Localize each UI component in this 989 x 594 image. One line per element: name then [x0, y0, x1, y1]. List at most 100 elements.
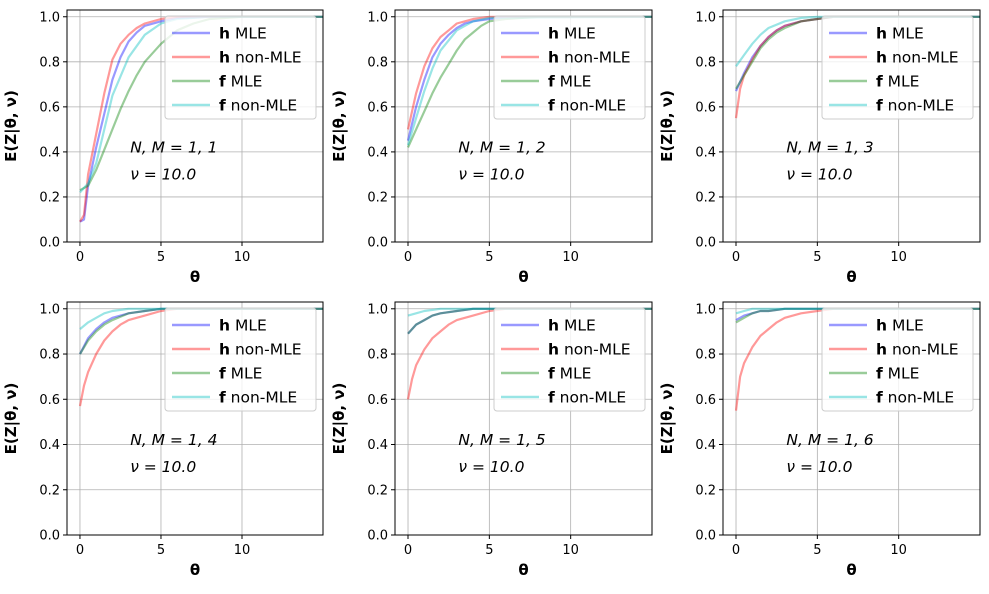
legend-label-h_nonmle: h non-MLE	[876, 49, 959, 67]
annotation-1: N, M = 1, 4	[130, 431, 217, 449]
annotation-2: ν = 10.0	[130, 458, 196, 476]
legend-label-f_mle: f MLE	[219, 365, 262, 383]
y-tick-label: 0.0	[39, 236, 60, 251]
legend-frame	[821, 307, 974, 412]
subplot-5: 0 5 10 0.0 0.2 0.4 0.6 0.8 1.0 θ E(Z|θ, ν) N, M = 1…	[330, 301, 653, 579]
x-tick-label: 5	[485, 543, 493, 558]
axes-frame	[394, 9, 653, 243]
y-tick-label: 0.4	[367, 438, 388, 453]
x-tick-label: 10	[890, 543, 907, 558]
legend-frame	[493, 15, 646, 120]
legend-label-f_mle: f MLE	[219, 73, 262, 91]
annotation-1: N, M = 1, 3	[786, 138, 873, 156]
x-tick-label: 5	[485, 250, 493, 265]
legend-label-h_mle: h MLE	[219, 25, 267, 43]
legend-label-f_nonmle: f non-MLE	[876, 97, 954, 115]
axes-frame	[66, 9, 324, 243]
y-tick-label: 0.2	[39, 190, 60, 205]
y-axis-label: E(Z|θ, ν)	[658, 383, 677, 455]
y-tick-label: 0.2	[39, 483, 60, 498]
series-line-f_nonmle	[406, 15, 652, 146]
subplot-6: 0 5 10 0.0 0.2 0.4 0.6 0.8 1.0 θ E(Z|θ, ν) N, M = 1…	[658, 301, 981, 579]
legend-label-f_mle: f MLE	[548, 365, 591, 383]
y-tick-label: 1.0	[695, 302, 716, 317]
y-tick-label: 1.0	[39, 302, 60, 317]
y-tick-label: 0.0	[367, 529, 388, 544]
x-tick-label: 0	[732, 543, 740, 558]
x-axis-label: θ	[190, 561, 200, 579]
x-tick-label: 5	[157, 543, 165, 558]
legend-label-f_nonmle: f non-MLE	[876, 389, 954, 407]
x-tick-label: 10	[890, 250, 907, 265]
legend-label-f_nonmle: f non-MLE	[548, 97, 626, 115]
legend-label-h_mle: h MLE	[548, 25, 596, 43]
legend-label-h_nonmle: h non-MLE	[548, 49, 631, 67]
legend-label-h_nonmle: h non-MLE	[876, 341, 959, 359]
legend-label-h_nonmle: h non-MLE	[219, 341, 302, 359]
legend-frame	[821, 15, 974, 120]
y-axis-label: E(Z|θ, ν)	[2, 90, 21, 162]
legend-frame	[164, 15, 317, 120]
x-axis-label: θ	[518, 561, 528, 579]
x-axis-label: θ	[190, 268, 200, 286]
y-tick-label: 0.6	[695, 393, 716, 408]
series-line-h_nonmle	[734, 15, 980, 119]
x-axis-label: θ	[518, 268, 528, 286]
subplot-1: 0 5 10 0.0 0.2 0.4 0.6 0.8 1.0 θ E(Z|θ, ν) N, M = 1…	[2, 9, 324, 286]
y-tick-label: 0.8	[39, 55, 60, 70]
legend: h MLE h non-MLE f MLE f non-MLE	[164, 15, 317, 120]
x-tick-label: 0	[404, 543, 412, 558]
y-tick-label: 0.2	[695, 483, 716, 498]
legend-frame	[164, 307, 317, 412]
y-tick-label: 0.6	[39, 100, 60, 115]
series-line-f_nonmle	[79, 307, 323, 330]
y-tick-label: 0.8	[695, 348, 716, 363]
axes-frame	[722, 301, 981, 536]
y-tick-label: 0.2	[367, 483, 388, 498]
annotation-2: ν = 10.0	[786, 165, 852, 183]
y-tick-label: 0.6	[695, 100, 716, 115]
legend-label-h_mle: h MLE	[876, 317, 924, 335]
legend-label-h_mle: h MLE	[219, 317, 267, 335]
annotation-1: N, M = 1, 2	[458, 138, 545, 156]
y-axis-label: E(Z|θ, ν)	[330, 90, 349, 162]
annotation-2: ν = 10.0	[458, 165, 524, 183]
y-tick-label: 0.0	[695, 529, 716, 544]
annotation-2: ν = 10.0	[458, 458, 524, 476]
legend: h MLE h non-MLE f MLE f non-MLE	[493, 307, 646, 412]
x-tick-label: 5	[813, 250, 821, 265]
legend-label-f_mle: f MLE	[548, 73, 591, 91]
y-tick-label: 0.6	[367, 100, 388, 115]
y-tick-label: 1.0	[39, 10, 60, 25]
y-axis-label: E(Z|θ, ν)	[658, 90, 677, 162]
x-tick-label: 0	[732, 250, 740, 265]
legend-frame	[493, 307, 646, 412]
x-axis-label: θ	[846, 268, 856, 286]
legend: h MLE h non-MLE f MLE f non-MLE	[164, 307, 317, 412]
axes-frame	[722, 9, 981, 243]
series-line-f_nonmle	[735, 15, 980, 67]
series-line-h_mle	[407, 307, 652, 335]
x-tick-label: 10	[234, 543, 251, 558]
legend: h MLE h non-MLE f MLE f non-MLE	[493, 15, 646, 120]
y-tick-label: 0.0	[39, 529, 60, 544]
x-tick-label: 5	[157, 250, 165, 265]
y-tick-label: 0.6	[367, 393, 388, 408]
y-tick-label: 0.0	[367, 236, 388, 251]
legend-label-h_nonmle: h non-MLE	[548, 341, 631, 359]
y-tick-label: 0.4	[695, 438, 716, 453]
y-tick-label: 1.0	[695, 10, 716, 25]
y-tick-label: 0.4	[39, 438, 60, 453]
y-tick-label: 1.0	[367, 302, 388, 317]
y-tick-label: 1.0	[367, 10, 388, 25]
legend-label-h_mle: h MLE	[548, 317, 596, 335]
series-line-h_nonmle	[406, 15, 652, 130]
series-line-h_mle	[406, 15, 652, 141]
legend-label-f_nonmle: f non-MLE	[219, 97, 297, 115]
y-axis-label: E(Z|θ, ν)	[2, 383, 21, 455]
legend-label-f_mle: f MLE	[876, 365, 919, 383]
y-tick-label: 0.8	[367, 348, 388, 363]
y-tick-label: 0.8	[367, 55, 388, 70]
